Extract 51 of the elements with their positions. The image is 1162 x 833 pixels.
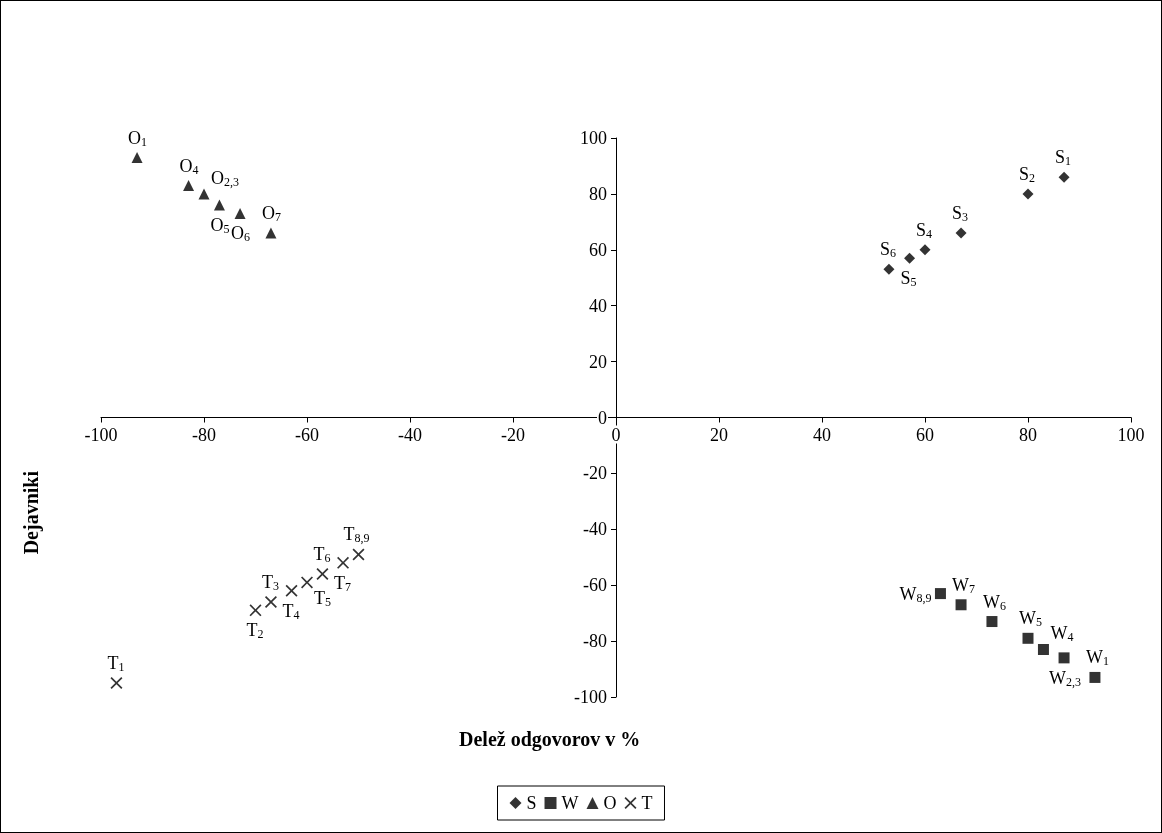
y-tick-label: -60: [583, 575, 607, 596]
legend-label: W: [561, 793, 579, 813]
x-tick-label: -60: [295, 424, 319, 445]
point: [919, 244, 931, 256]
point: [249, 604, 262, 617]
point: [131, 152, 143, 164]
y-tick-label: 40: [589, 295, 607, 316]
x-tick-label: -80: [192, 424, 216, 445]
point: [213, 199, 225, 211]
y-tick-label: -100: [574, 687, 607, 707]
x-tick-label: 40: [813, 424, 831, 445]
point: [265, 227, 277, 239]
x-axis-title: Delež odgovorov v %: [459, 728, 641, 751]
legend-label: T: [641, 793, 653, 813]
point: [1037, 643, 1049, 655]
point: [883, 263, 895, 275]
x-tick-label: 0: [611, 424, 621, 445]
x-tick-label: 20: [710, 424, 728, 445]
y-tick-label: 80: [589, 183, 607, 204]
point: [934, 588, 946, 600]
x-tick-label: 80: [1019, 424, 1037, 445]
point: [337, 556, 350, 569]
y-tick-label: -80: [583, 631, 607, 652]
point: [1022, 188, 1034, 200]
point: [234, 207, 246, 219]
point: [183, 180, 195, 192]
legend-label: S: [526, 793, 537, 813]
point: [1089, 671, 1101, 683]
y-tick-label: 0: [598, 407, 607, 428]
point: [955, 227, 967, 239]
point: [198, 188, 210, 200]
y-tick-label: -40: [583, 519, 607, 540]
legend-label: O: [603, 793, 617, 813]
y-axis-title: Dejavniki: [20, 470, 43, 555]
point: [264, 595, 277, 608]
x-tick-label: -100: [84, 424, 118, 445]
y-tick-label: 60: [589, 239, 607, 260]
y-tick-label: 100: [580, 128, 607, 148]
x-tick-label: 60: [916, 424, 934, 445]
x-tick-label: -20: [501, 424, 525, 445]
y-tick-label: 20: [589, 351, 607, 372]
point: [904, 252, 916, 264]
x-tick-label: 100: [1117, 424, 1145, 445]
point: [1058, 171, 1070, 183]
point: [955, 599, 967, 611]
y-tick-label: -20: [583, 463, 607, 484]
point: [352, 548, 365, 561]
point: [1022, 632, 1034, 644]
point: [986, 616, 998, 628]
point: [1058, 652, 1070, 664]
x-tick-label: -40: [398, 424, 422, 445]
